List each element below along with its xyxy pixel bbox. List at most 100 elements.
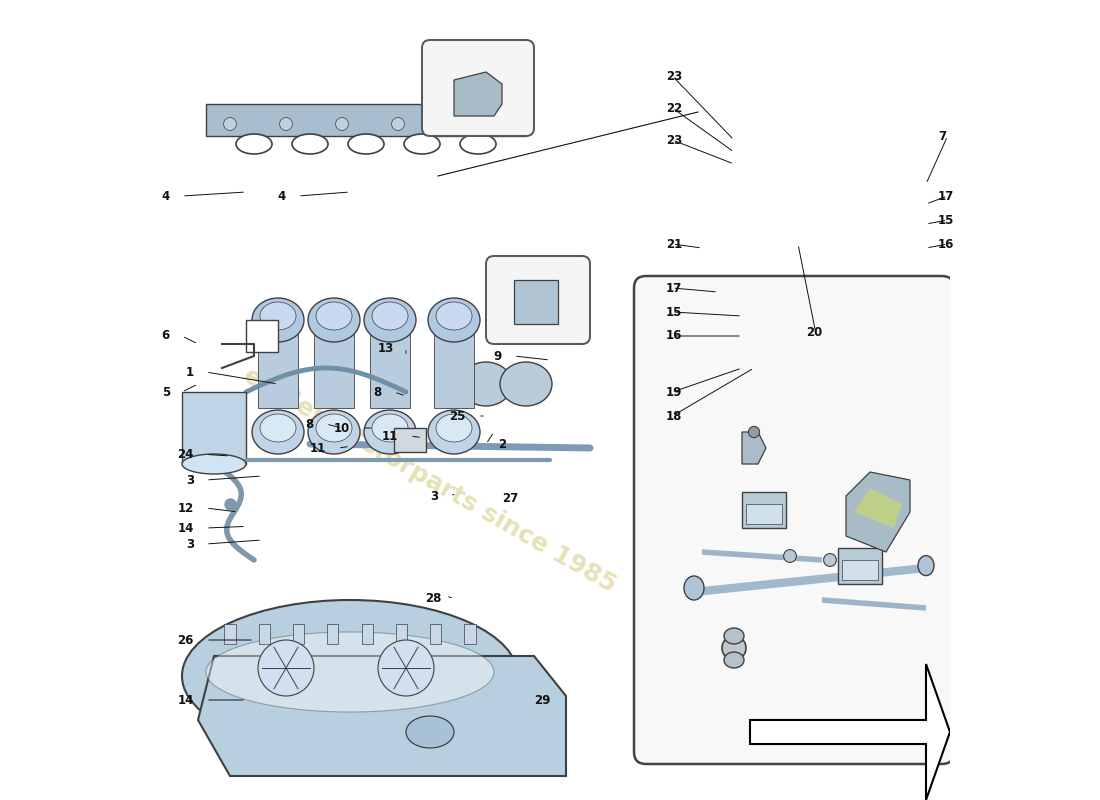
Bar (430, 624, 441, 644)
Text: 29: 29 (534, 694, 550, 706)
Text: 1: 1 (186, 366, 194, 378)
Circle shape (223, 118, 236, 130)
Bar (464, 624, 475, 644)
Ellipse shape (722, 636, 746, 660)
Polygon shape (846, 472, 910, 552)
Text: 22: 22 (666, 102, 682, 114)
Bar (842, 560, 878, 580)
Circle shape (748, 426, 760, 438)
Text: 8: 8 (306, 418, 313, 430)
Bar (258, 328, 298, 408)
Ellipse shape (182, 600, 518, 752)
Polygon shape (454, 72, 502, 116)
Bar (838, 548, 882, 584)
Ellipse shape (206, 632, 494, 712)
Text: 13: 13 (377, 342, 394, 354)
Bar (258, 624, 270, 644)
Text: 14: 14 (177, 694, 194, 706)
Ellipse shape (372, 414, 408, 442)
Text: 26: 26 (177, 634, 194, 646)
Text: 27: 27 (502, 492, 518, 505)
Text: 11: 11 (382, 430, 398, 442)
Ellipse shape (348, 134, 384, 154)
Polygon shape (854, 488, 902, 528)
Bar (396, 624, 407, 644)
Ellipse shape (724, 652, 744, 668)
Polygon shape (198, 656, 566, 776)
Text: 16: 16 (666, 330, 682, 342)
Ellipse shape (428, 410, 480, 454)
Bar (370, 328, 410, 408)
Circle shape (279, 118, 293, 130)
Bar (362, 624, 373, 644)
Ellipse shape (684, 576, 704, 600)
Text: 3: 3 (430, 490, 438, 502)
Ellipse shape (236, 134, 272, 154)
Text: 25: 25 (450, 410, 466, 422)
Ellipse shape (372, 302, 408, 330)
Text: 5: 5 (162, 386, 170, 398)
Text: 4: 4 (162, 190, 170, 202)
Text: 9: 9 (494, 350, 502, 362)
Ellipse shape (316, 302, 352, 330)
Text: 15: 15 (666, 306, 682, 318)
Bar (514, 280, 558, 324)
Polygon shape (742, 432, 766, 464)
Ellipse shape (460, 362, 512, 406)
Ellipse shape (260, 414, 296, 442)
Bar (314, 328, 354, 408)
Text: 20: 20 (806, 326, 823, 338)
Text: 3: 3 (186, 474, 194, 486)
Text: 23: 23 (666, 70, 682, 82)
Ellipse shape (436, 302, 472, 330)
Text: 17: 17 (666, 282, 682, 294)
Ellipse shape (500, 362, 552, 406)
Bar (230, 680, 470, 752)
Circle shape (504, 118, 516, 130)
Text: 23: 23 (666, 134, 682, 146)
FancyBboxPatch shape (634, 276, 954, 764)
FancyBboxPatch shape (486, 256, 590, 344)
Polygon shape (750, 664, 950, 800)
Bar (434, 328, 474, 408)
Ellipse shape (428, 298, 480, 342)
Text: 10: 10 (333, 422, 350, 434)
Text: 28: 28 (426, 592, 442, 605)
Ellipse shape (308, 298, 360, 342)
Circle shape (392, 118, 405, 130)
Circle shape (448, 118, 461, 130)
Ellipse shape (404, 134, 440, 154)
Bar (206, 104, 526, 136)
Ellipse shape (364, 410, 416, 454)
Text: 4: 4 (277, 190, 286, 202)
Bar (224, 624, 235, 644)
Ellipse shape (308, 410, 360, 454)
Text: 21: 21 (666, 238, 682, 250)
Ellipse shape (918, 555, 934, 576)
Circle shape (824, 554, 836, 566)
Bar (182, 392, 246, 464)
Text: 3: 3 (186, 538, 194, 550)
Ellipse shape (436, 414, 472, 442)
Text: 16: 16 (938, 238, 955, 250)
Bar (742, 492, 786, 528)
Ellipse shape (182, 454, 246, 474)
Text: 24: 24 (177, 448, 194, 461)
Circle shape (336, 118, 349, 130)
Ellipse shape (364, 298, 416, 342)
FancyBboxPatch shape (422, 40, 534, 136)
Text: 7: 7 (938, 130, 946, 142)
Ellipse shape (258, 640, 314, 696)
Ellipse shape (260, 302, 296, 330)
Ellipse shape (252, 410, 304, 454)
Text: 2: 2 (498, 438, 506, 450)
Circle shape (783, 550, 796, 562)
Bar (328, 624, 339, 644)
Bar (394, 428, 426, 452)
Bar (246, 320, 278, 352)
Text: 11: 11 (310, 442, 326, 454)
Text: 14: 14 (177, 522, 194, 534)
Ellipse shape (252, 298, 304, 342)
Bar (746, 504, 782, 524)
Ellipse shape (316, 414, 352, 442)
